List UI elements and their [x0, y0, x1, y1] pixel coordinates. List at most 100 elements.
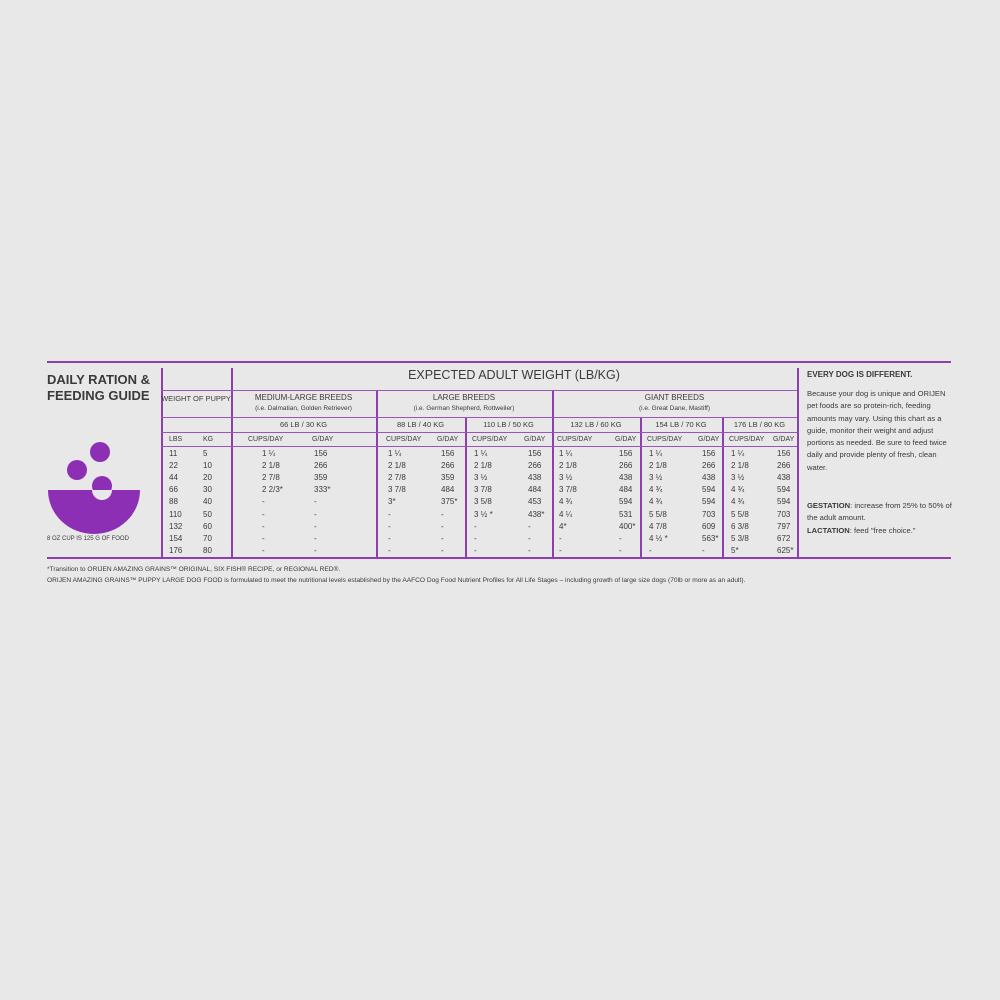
sidebar-body: Because your dog is unique and ORIJEN pe… — [807, 389, 947, 472]
grams-per-day-value: 625* — [777, 545, 794, 555]
grams-per-day-header: G/DAY — [437, 436, 459, 443]
breed-group-name: MEDIUM-LARGE BREEDS — [254, 393, 353, 402]
sidebar-heading: EVERY DOG IS DIFFERENT. — [807, 370, 913, 379]
grams-per-day-value: 672 — [777, 533, 791, 543]
grams-per-day-value: - — [702, 545, 705, 555]
grams-per-day-value: 453 — [528, 497, 542, 507]
cups-per-day-value: 1 ¼ — [388, 449, 402, 458]
grams-per-day-value: 156 — [314, 449, 328, 458]
cups-per-day-value: 3 ½ — [559, 473, 573, 483]
grams-per-day-value: 359 — [314, 473, 328, 483]
cups-per-day-value: 1 ¼ — [649, 449, 663, 458]
top-rule — [47, 361, 951, 363]
cups-per-day-header: CUPS/DAY — [386, 436, 422, 443]
cups-per-day-value: - — [388, 533, 391, 543]
puppy-weight-kg: 60 — [203, 521, 212, 531]
grams-per-day-value: - — [314, 497, 317, 507]
cups-per-day-value: 2 1/8 — [262, 461, 280, 471]
puppy-weight-kg: 5 — [203, 449, 208, 458]
breed-group-name: GIANT BREEDS — [644, 393, 705, 402]
adult-weight-header: 88 LB / 40 KG — [396, 420, 445, 429]
cups-per-day-value: - — [262, 533, 265, 543]
grams-per-day-value: 156 — [528, 449, 542, 458]
cups-per-day-value: 2 1/8 — [388, 461, 406, 471]
cups-per-day-value: 2 7/8 — [388, 473, 406, 483]
guide-title: DAILY RATION & FEEDING GUIDE — [47, 372, 150, 404]
puppy-weight-lbs: 44 — [169, 473, 178, 483]
grams-per-day-value: 333* — [314, 485, 331, 495]
lbs-header: LBS — [169, 436, 183, 443]
cups-per-day-value: 5 5/8 — [731, 509, 749, 519]
grams-per-day-value: 266 — [777, 461, 791, 471]
grams-per-day-value: 156 — [702, 449, 716, 458]
adult-weight-header: 66 LB / 30 KG — [279, 420, 328, 429]
cup-note: 8 OZ CUP IS 125 G OF FOOD — [47, 536, 129, 542]
cups-per-day-value: 2 1/8 — [474, 461, 492, 471]
cups-per-day-value: 4 7/8 — [649, 521, 667, 531]
grams-per-day-value: - — [528, 521, 531, 531]
table-rule — [161, 432, 797, 433]
title-line: FEEDING GUIDE — [47, 388, 150, 403]
grams-per-day-value: 156 — [441, 449, 455, 458]
bowl-with-kibble-icon — [48, 442, 140, 534]
cups-per-day-value: 1 ¼ — [559, 449, 573, 458]
puppy-weight-lbs: 154 — [169, 533, 183, 543]
grams-per-day-value: 594 — [777, 485, 791, 495]
cups-per-day-value: - — [388, 521, 391, 531]
cups-per-day-header: CUPS/DAY — [729, 436, 765, 443]
grams-per-day-value: 438 — [528, 473, 542, 483]
grams-per-day-value: 266 — [528, 461, 542, 471]
grams-per-day-value: - — [441, 521, 444, 531]
cups-per-day-header: CUPS/DAY — [248, 436, 284, 443]
footnote-aafco: ORIJEN AMAZING GRAINS™ PUPPY LARGE DOG F… — [47, 577, 746, 584]
grams-per-day-value: 484 — [528, 485, 542, 495]
cups-per-day-value: 3 ½ — [649, 473, 663, 483]
breed-group-example: (i.e. Great Dane, Mastiff) — [638, 405, 711, 412]
cups-per-day-value: 1 ¼ — [474, 449, 488, 458]
adult-weight-header: 176 LB / 80 KG — [733, 420, 786, 429]
cups-per-day-value: - — [388, 509, 391, 519]
puppy-weight-kg: 80 — [203, 545, 212, 555]
puppy-weight-lbs: 110 — [169, 509, 182, 519]
puppy-weight-kg: 20 — [203, 473, 212, 483]
grams-per-day-value: - — [528, 545, 531, 555]
grams-per-day-value: - — [441, 509, 444, 519]
sidebar-divider — [797, 368, 799, 558]
cups-per-day-value: 4 ¾ — [649, 485, 663, 495]
grams-per-day-value: - — [314, 533, 317, 543]
grams-per-day-value: 375* — [441, 497, 458, 507]
table-divider — [722, 417, 724, 558]
cups-per-day-value: - — [262, 497, 265, 507]
grams-per-day-value: 563* — [702, 533, 719, 543]
cups-per-day-value: - — [559, 533, 562, 543]
adult-weight-header: 110 LB / 50 KG — [483, 420, 534, 429]
grams-per-day-header: G/DAY — [773, 436, 795, 443]
breed-group-example: (i.e. Dalmatian, Golden Retriever) — [255, 405, 352, 412]
kg-header: KG — [203, 436, 214, 443]
cups-per-day-value: 1 ¼ — [731, 449, 745, 458]
grams-per-day-value: - — [314, 509, 317, 519]
main-header: EXPECTED ADULT WEIGHT (LB/KG) — [408, 368, 620, 382]
grams-per-day-header: G/DAY — [615, 436, 637, 443]
bottom-rule — [47, 557, 951, 559]
puppy-weight-kg: 10 — [203, 461, 212, 471]
puppy-weight-lbs: 176 — [169, 545, 183, 555]
grams-per-day-value: 156 — [619, 449, 633, 458]
footnote-transition: *Transition to ORIJEN AMAZING GRAINS™ OR… — [47, 566, 341, 573]
cups-per-day-value: - — [262, 521, 265, 531]
grams-per-day-value: 266 — [619, 461, 633, 471]
grams-per-day-value: - — [441, 545, 444, 555]
grams-per-day-value: - — [314, 521, 317, 531]
cups-per-day-value: 4 ¾ — [731, 497, 745, 507]
cups-per-day-header: CUPS/DAY — [647, 436, 683, 443]
gestation-text: : increase from 25% to 50% of the adult … — [807, 501, 952, 523]
adult-weight-header: 154 LB / 70 KG — [655, 420, 707, 429]
cups-per-day-value: 5 5/8 — [649, 509, 667, 519]
puppy-weight-lbs: 88 — [169, 497, 178, 507]
puppy-weight-lbs: 11 — [169, 449, 178, 458]
table-divider — [552, 390, 554, 558]
table-divider — [231, 368, 233, 558]
grams-per-day-value: 703 — [777, 509, 791, 519]
cups-per-day-header: CUPS/DAY — [472, 436, 508, 443]
cups-per-day-value: 2 1/8 — [649, 461, 667, 471]
